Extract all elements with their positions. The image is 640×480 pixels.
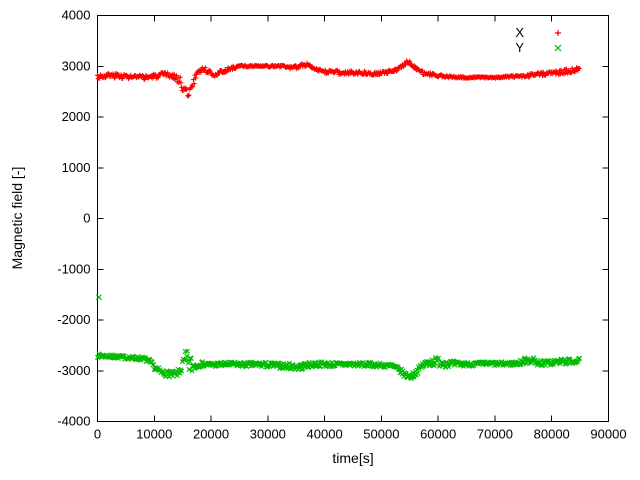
x-tick-label: 80000: [534, 427, 570, 442]
series-x-markers: [95, 58, 582, 99]
data-series-layer: [94, 58, 583, 382]
legend-marker-y: [554, 44, 562, 52]
y-tick-label: -4000: [57, 414, 90, 429]
x-tick-label: 40000: [307, 427, 343, 442]
x-tick-label: 70000: [477, 427, 513, 442]
x-tick-label: 30000: [250, 427, 286, 442]
x-tick-label: 10000: [136, 427, 172, 442]
y-tick-label: 2000: [62, 109, 91, 124]
x-tick-label: 90000: [590, 427, 626, 442]
series-y-markers: [94, 294, 583, 382]
legend-marker-x: [555, 30, 561, 36]
y-tick-label: 3000: [62, 58, 91, 73]
y-tick-label: -1000: [57, 261, 90, 276]
y-tick-label: -2000: [57, 312, 90, 327]
axis-tick-labels: 0 10000 20000 30000 40000 50000 60000 70000 8000…: [57, 8, 626, 442]
y-tick-label: 0: [83, 211, 90, 226]
x-tick-label: 60000: [420, 427, 456, 442]
axis-ticks: [97, 15, 609, 422]
y-tick-label: -3000: [57, 363, 90, 378]
legend-label-x: X: [515, 25, 524, 40]
x-tick-label: 0: [94, 427, 101, 442]
legend-label-y: Y: [515, 40, 524, 55]
y-tick-label: 4000: [62, 8, 91, 23]
x-axis-label: time[s]: [332, 450, 373, 466]
x-tick-label: 20000: [193, 427, 229, 442]
tick-marks: [97, 15, 609, 422]
y-tick-label: 1000: [62, 160, 91, 175]
legend-markers: [554, 30, 562, 52]
x-tick-label: 50000: [363, 427, 399, 442]
y-axis-label: Magnetic field [-]: [9, 167, 25, 270]
